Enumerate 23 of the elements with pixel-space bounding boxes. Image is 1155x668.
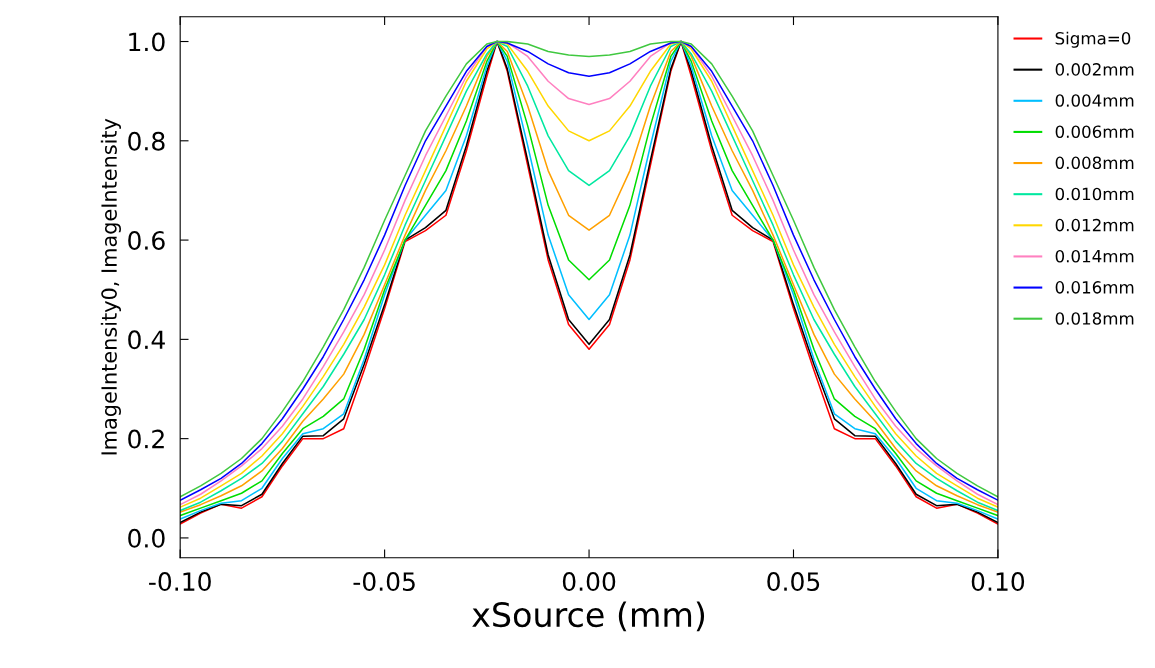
legend-label: 0.002mm (1055, 63, 1134, 76)
x-axis-title: xSource (mm) (472, 601, 705, 632)
legend-label: 0.010mm (1055, 187, 1134, 201)
y-tick-label: 0.4 (128, 330, 165, 350)
x-tick-label: -0.10 (149, 572, 211, 592)
legend-label: 0.016mm (1055, 281, 1134, 294)
legend-label: 0.012mm (1055, 218, 1134, 232)
y-tick-label: 0.2 (128, 429, 164, 449)
legend-label: 0.004mm (1055, 94, 1134, 107)
y-tick-label: 1.0 (129, 32, 165, 52)
legend-label: 0.006mm (1055, 125, 1134, 138)
x-tick-label: 0.05 (767, 572, 820, 592)
legend-label: 0.008mm (1055, 156, 1134, 170)
legend-label: Sigma=0 (1055, 31, 1131, 48)
y-tick-label: 0.0 (128, 528, 165, 548)
x-tick-label: 0.00 (562, 572, 616, 592)
x-tick-label: 0.10 (971, 572, 1025, 592)
y-tick-label: 0.8 (128, 131, 165, 151)
x-tick-label: -0.05 (353, 572, 415, 592)
legend-label: 0.014mm (1055, 249, 1134, 263)
y-tick-label: 0.6 (128, 231, 165, 250)
legend-label: 0.018mm (1055, 312, 1134, 325)
y-axis-title: ImageIntensity0, ImageIntensity (100, 118, 121, 455)
